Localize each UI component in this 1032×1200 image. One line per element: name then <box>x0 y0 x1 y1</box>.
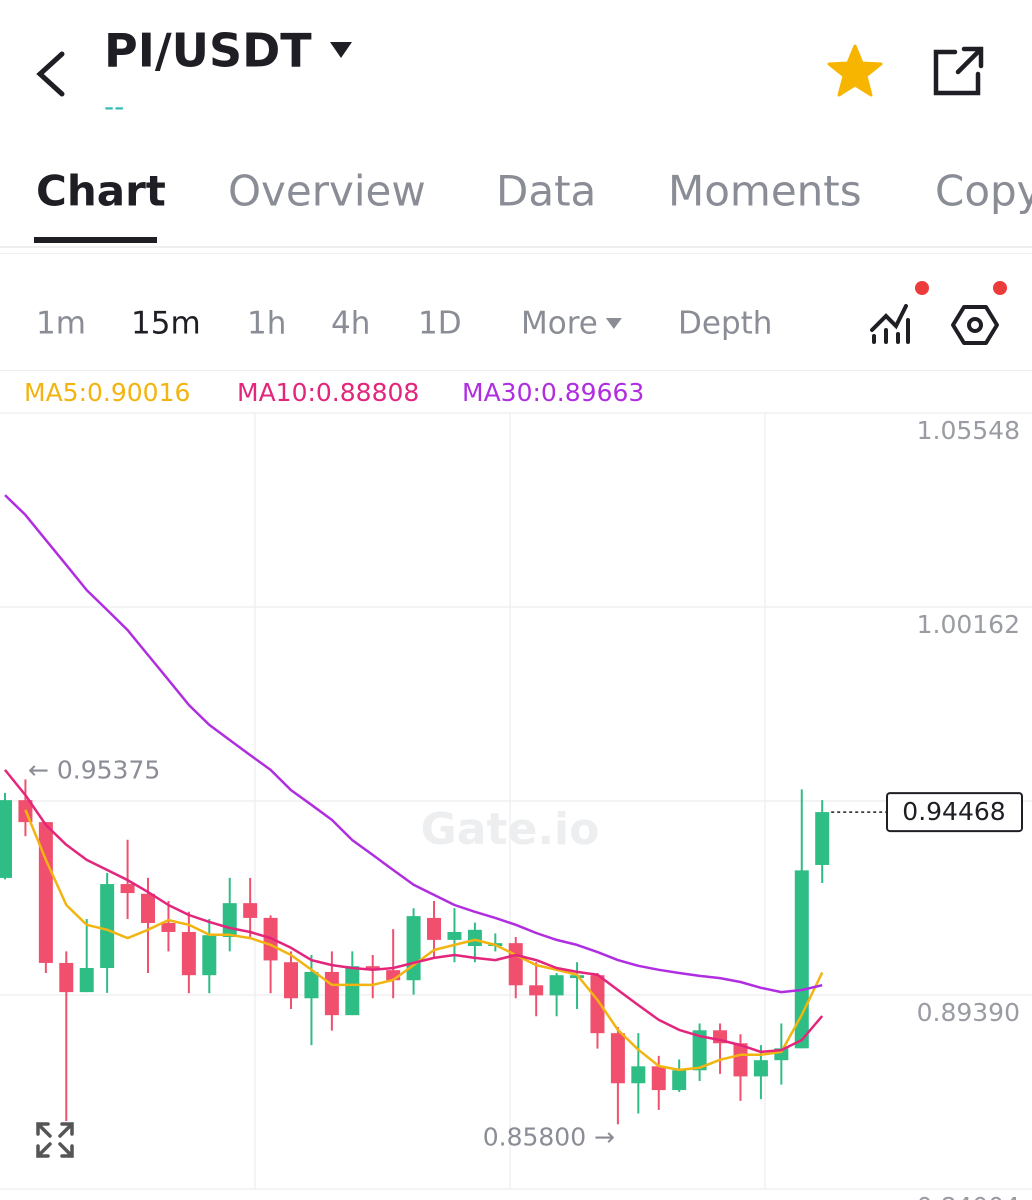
interval-bar: 1m 15m 1h 4h 1D More Depth <box>36 306 772 342</box>
divider <box>0 370 1032 371</box>
candle-body <box>161 922 176 932</box>
candle-body <box>427 917 442 940</box>
candle-body <box>386 970 401 981</box>
candle-body <box>222 903 237 938</box>
fullscreen-button[interactable] <box>36 1122 74 1158</box>
settings-button[interactable] <box>951 305 999 345</box>
dropdown-arrow <box>605 318 622 329</box>
ma-line <box>4 769 824 1054</box>
last-price-box <box>886 792 1023 833</box>
y-tick-label: 0.84004 <box>917 1192 1020 1200</box>
interval-option[interactable]: More <box>521 306 598 342</box>
candle-body <box>774 1048 789 1061</box>
candle-body <box>181 931 196 976</box>
interval-option[interactable]: 1m <box>36 306 86 342</box>
tab[interactable]: Copy <box>935 167 1032 216</box>
candle-body <box>120 884 135 894</box>
candle-body <box>631 1066 646 1084</box>
candle-body <box>79 967 94 993</box>
candle-body <box>508 943 523 986</box>
interval-option[interactable]: 1h <box>247 306 286 342</box>
divider <box>0 246 1032 248</box>
tab-indicator <box>34 237 157 243</box>
ma-line <box>24 809 824 1072</box>
candle-body <box>447 931 462 940</box>
candle-body <box>549 975 564 996</box>
candle-body <box>467 929 482 947</box>
back-button[interactable] <box>36 51 65 97</box>
candle-body <box>610 1033 625 1084</box>
interval-option[interactable]: 1D <box>418 306 462 342</box>
candle-body <box>284 962 299 999</box>
price-annotation: 0.85800 → <box>483 1122 615 1151</box>
candle-body <box>815 812 830 865</box>
tab[interactable]: Overview <box>228 167 426 216</box>
ma-legend: MA10:0.88808 <box>237 378 419 407</box>
candle-body <box>529 985 544 996</box>
candle-body <box>243 903 258 918</box>
interval-option[interactable]: 4h <box>331 306 370 342</box>
candle-body <box>692 1030 707 1071</box>
candle-body <box>651 1066 666 1091</box>
candle-body <box>141 893 156 923</box>
candle-body <box>304 971 319 999</box>
indicator-button[interactable] <box>870 304 910 344</box>
candle-body <box>753 1060 768 1077</box>
last-price-label: 0.94468 <box>902 797 1005 826</box>
price-annotation: ← 0.95375 <box>28 755 160 784</box>
share-button[interactable] <box>933 46 984 96</box>
tab[interactable]: Chart <box>36 167 166 216</box>
divider <box>0 253 1032 254</box>
watermark: Gate.io <box>421 804 600 855</box>
candle-body <box>733 1043 748 1077</box>
candle-body <box>59 962 74 993</box>
candle-body <box>38 822 53 963</box>
interval-option[interactable]: 15m <box>131 306 201 342</box>
candle-body <box>324 971 339 1016</box>
ma-line <box>4 494 823 994</box>
candle-body <box>794 870 809 1049</box>
candle-body <box>345 966 360 1016</box>
y-tick-label: 0.89390 <box>917 998 1020 1027</box>
tab-bar: Chart Overview Data Moments Copy <box>34 167 1032 243</box>
candle-body <box>590 975 605 1034</box>
favorite-star[interactable] <box>827 44 883 97</box>
candlestick-chart: MA5:0.90016 MA10:0.88808 MA30:0.89663 Gate.… <box>0 378 1032 1200</box>
tab[interactable]: Data <box>496 167 596 216</box>
ma-legend: MA5:0.90016 <box>24 378 190 407</box>
candle-body <box>672 1070 687 1091</box>
notification-dot <box>915 281 929 295</box>
candle-body <box>0 800 12 878</box>
candle-body <box>100 884 115 968</box>
pair-title[interactable]: PI/USDT <box>104 24 312 78</box>
pair-dropdown[interactable] <box>330 42 352 58</box>
notification-dot <box>993 281 1007 295</box>
candle-body <box>202 935 217 976</box>
interval-option[interactable]: Depth <box>678 306 772 342</box>
price-change: -- <box>104 90 124 123</box>
candle-body <box>406 916 421 981</box>
candle-body <box>365 966 380 971</box>
tab[interactable]: Moments <box>668 167 862 216</box>
y-tick-label: 1.05548 <box>917 416 1020 445</box>
ma-legend: MA30:0.89663 <box>462 378 644 407</box>
y-tick-label: 1.00162 <box>917 610 1020 639</box>
